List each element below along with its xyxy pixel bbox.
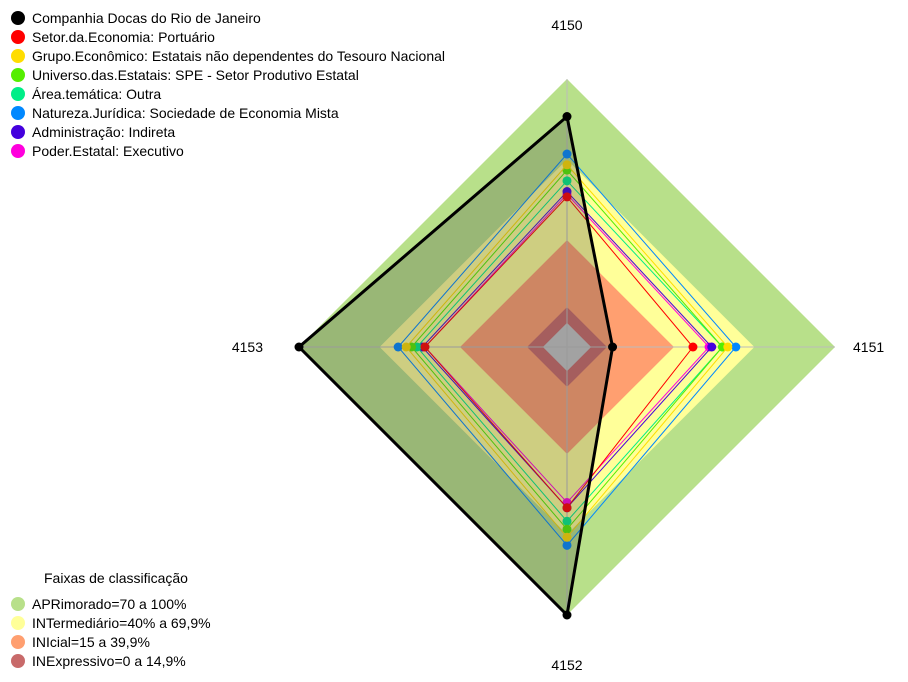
legend-label-6: Administração: Indireta <box>32 123 176 140</box>
series-6-point-1 <box>707 342 717 352</box>
series-1-point-1 <box>688 342 698 352</box>
legend-label-5: Natureza.Jurídica: Sociedade de Economia… <box>32 104 339 121</box>
legend-label-1: Setor.da.Economia: Portuário <box>32 28 215 45</box>
series-2-point-3 <box>401 342 411 352</box>
band-legend-item-0: APRimorado=70 a 100% <box>11 594 211 613</box>
bands-legend: Faixas de classificação APRimorado=70 a … <box>11 568 211 670</box>
legend-label-3: Universo.das.Estatais: SPE - Setor Produ… <box>32 66 359 83</box>
band-legend-item-1: INTermediário=40% a 69,9% <box>11 613 211 632</box>
series-legend: Companhia Docas do Rio de Janeiro Setor.d… <box>11 8 445 160</box>
legend-item-7: Poder.Estatal: Executivo <box>11 141 445 160</box>
series-0-point-0 <box>562 112 572 122</box>
series-2-point-2 <box>562 532 572 542</box>
series-5-point-1 <box>731 342 741 352</box>
legend-label-7: Poder.Estatal: Executivo <box>32 142 184 159</box>
series-5-point-3 <box>393 342 403 352</box>
series-1-point-0 <box>562 192 572 202</box>
axis-label-4152: 4152 <box>551 657 582 673</box>
band-legend-label-3: INExpressivo=0 a 14,9% <box>32 652 186 669</box>
legend-label-2: Grupo.Econômico: Estatais não dependente… <box>32 47 446 64</box>
legend-marker-6 <box>11 124 25 139</box>
series-2-point-0 <box>562 160 572 170</box>
series-4-point-0 <box>562 176 572 186</box>
series-3-point-2 <box>562 524 572 534</box>
band-legend-marker-3 <box>11 653 25 668</box>
bands-legend-title: Faixas de classificação <box>44 570 188 586</box>
band-legend-item-2: INIcial=15 a 39,9% <box>11 632 211 651</box>
band-legend-label-2: INIcial=15 a 39,9% <box>32 633 150 650</box>
legend-item-2: Grupo.Econômico: Estatais não dependente… <box>11 46 445 65</box>
legend-label-4: Área.temática: Outra <box>32 85 162 102</box>
band-legend-label-1: INTermediário=40% a 69,9% <box>32 614 211 631</box>
series-0-point-2 <box>562 610 572 620</box>
series-4-point-2 <box>562 516 572 526</box>
legend-marker-0 <box>11 10 25 25</box>
legend-item-6: Administração: Indireta <box>11 122 445 141</box>
band-legend-item-3: INExpressivo=0 a 14,9% <box>11 651 211 670</box>
legend-item-3: Universo.das.Estatais: SPE - Setor Produ… <box>11 65 445 84</box>
series-1-point-3 <box>420 342 430 352</box>
radar-series <box>294 112 741 620</box>
series-2-point-1 <box>723 342 733 352</box>
legend-marker-7 <box>11 143 25 158</box>
axis-labels: 4150 4151 4152 4153 <box>232 17 885 673</box>
legend-marker-4 <box>11 86 25 101</box>
axis-label-4150: 4150 <box>551 17 582 33</box>
legend-marker-3 <box>11 67 25 82</box>
legend-item-0: Companhia Docas do Rio de Janeiro <box>11 8 445 27</box>
legend-marker-2 <box>11 48 25 63</box>
band-legend-label-0: APRimorado=70 a 100% <box>32 595 187 612</box>
axis-label-4153: 4153 <box>232 339 263 355</box>
legend-item-5: Natureza.Jurídica: Sociedade de Economia… <box>11 103 445 122</box>
band-legend-marker-0 <box>11 596 25 611</box>
series-0-point-1 <box>608 342 618 352</box>
legend-marker-1 <box>11 29 25 44</box>
legend-item-1: Setor.da.Economia: Portuário <box>11 27 445 46</box>
axis-label-4151: 4151 <box>853 339 884 355</box>
legend-marker-5 <box>11 105 25 120</box>
band-legend-marker-2 <box>11 634 25 649</box>
legend-label-0: Companhia Docas do Rio de Janeiro <box>32 9 261 26</box>
series-1-point-2 <box>562 503 572 513</box>
series-5-point-0 <box>562 149 572 159</box>
legend-item-4: Área.temática: Outra <box>11 84 445 103</box>
band-legend-marker-1 <box>11 615 25 630</box>
series-0-point-3 <box>294 342 304 352</box>
series-5-point-2 <box>562 540 572 550</box>
